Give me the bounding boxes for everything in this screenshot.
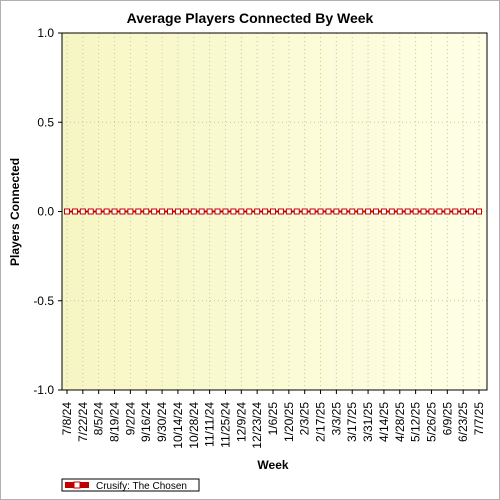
data-point — [214, 208, 221, 215]
data-point — [167, 208, 173, 215]
x-tick-label: 3/31/25 — [361, 402, 375, 442]
x-tick-label: 9/16/24 — [139, 402, 153, 442]
data-point — [119, 208, 126, 215]
x-tick-label: 1/6/25 — [266, 402, 280, 436]
legend-box — [61, 478, 200, 492]
data-point — [87, 208, 94, 215]
data-point — [373, 208, 379, 215]
legend: Crusify: The Chosen — [61, 478, 200, 492]
x-tick-label: 7/7/25 — [472, 402, 486, 436]
x-tick-label: 10/14/24 — [171, 402, 185, 449]
data-point — [135, 208, 142, 215]
data-point — [285, 208, 292, 215]
data-point — [460, 208, 467, 215]
data-point — [404, 208, 411, 215]
data-point — [452, 208, 459, 215]
data-point — [365, 208, 372, 215]
data-point — [333, 208, 340, 215]
y-tick-label: -1.0 — [33, 383, 54, 397]
data-point — [151, 208, 158, 215]
y-axis-title: Players Connected — [8, 158, 22, 266]
series-layer — [64, 208, 482, 215]
y-tick-label: 1.0 — [37, 26, 54, 40]
data-point — [127, 208, 134, 215]
data-point — [206, 208, 213, 215]
x-tick-label: 2/3/25 — [298, 402, 312, 436]
data-point — [111, 208, 118, 215]
x-tick-label: 4/28/25 — [393, 402, 407, 442]
x-tick-label: 10/28/24 — [187, 402, 201, 449]
x-tick-label: 5/12/25 — [409, 402, 423, 442]
legend-label: Crusify: The Chosen — [96, 481, 187, 492]
data-point — [301, 208, 308, 215]
data-point — [174, 208, 181, 215]
x-tick-label: 8/19/24 — [108, 402, 122, 442]
x-tick-label: 4/14/25 — [377, 402, 391, 442]
data-point — [143, 208, 150, 215]
data-point — [349, 208, 356, 215]
legend-marker — [73, 481, 81, 489]
x-tick-label: 11/25/24 — [218, 402, 232, 448]
data-point — [198, 208, 205, 215]
data-point — [388, 208, 395, 215]
data-point — [317, 208, 324, 215]
x-tick-label: 12/9/24 — [234, 402, 248, 442]
data-point — [64, 208, 70, 215]
data-point — [254, 208, 261, 215]
x-tick-label: 9/30/24 — [155, 402, 169, 442]
y-tick-label: 0.5 — [37, 115, 54, 129]
data-point — [293, 208, 300, 215]
x-tick-label: 9/2/24 — [123, 402, 137, 436]
data-point — [71, 208, 78, 215]
data-point — [420, 208, 427, 215]
data-point — [238, 208, 245, 215]
data-point — [246, 208, 253, 215]
x-tick-label: 5/26/25 — [424, 402, 438, 442]
x-tick-label: 2/17/25 — [314, 402, 328, 442]
data-point — [444, 208, 451, 215]
x-tick-label: 6/23/25 — [456, 402, 470, 442]
data-point — [190, 208, 197, 215]
x-tick-label: 3/17/25 — [345, 402, 359, 442]
x-axis-title: Week — [257, 458, 288, 472]
data-point — [103, 208, 110, 215]
data-point — [341, 208, 348, 215]
x-tick-label: 7/8/24 — [60, 402, 74, 436]
x-tick-label: 8/5/24 — [92, 402, 106, 436]
data-point — [277, 208, 284, 215]
y-tick-label: 0.0 — [37, 205, 54, 219]
data-point — [309, 208, 316, 215]
data-point — [159, 208, 166, 215]
data-point — [95, 208, 102, 215]
data-point — [79, 208, 86, 215]
y-tick-label: -0.5 — [33, 294, 54, 308]
x-tick-label: 7/22/24 — [76, 402, 90, 442]
data-point — [270, 208, 276, 215]
y-axis: 1.0 0.5 0.0 -0.5 -1.0 — [33, 26, 62, 397]
data-point — [412, 208, 419, 215]
x-tick-label: 1/20/25 — [282, 402, 296, 442]
data-point — [182, 208, 189, 215]
x-tick-label: 12/23/24 — [250, 402, 264, 449]
x-tick-label: 3/3/25 — [329, 402, 343, 436]
data-point — [262, 208, 269, 215]
x-tick-label: 6/9/25 — [440, 402, 454, 436]
data-point — [325, 208, 332, 215]
chart-title: Average Players Connected By Week — [127, 10, 374, 26]
x-axis: 7/8/24 7/22/24 8/5/24 8/19/24 9/2/24 9/16/24 9… — [60, 390, 486, 449]
data-point — [476, 208, 482, 215]
data-point — [396, 208, 403, 215]
data-point — [436, 208, 443, 215]
data-point — [380, 208, 387, 215]
data-point — [428, 208, 435, 215]
data-point — [230, 208, 237, 215]
x-tick-label: 11/11/24 — [203, 402, 217, 447]
data-point — [357, 208, 364, 215]
data-point — [468, 208, 475, 215]
data-point — [222, 208, 229, 215]
